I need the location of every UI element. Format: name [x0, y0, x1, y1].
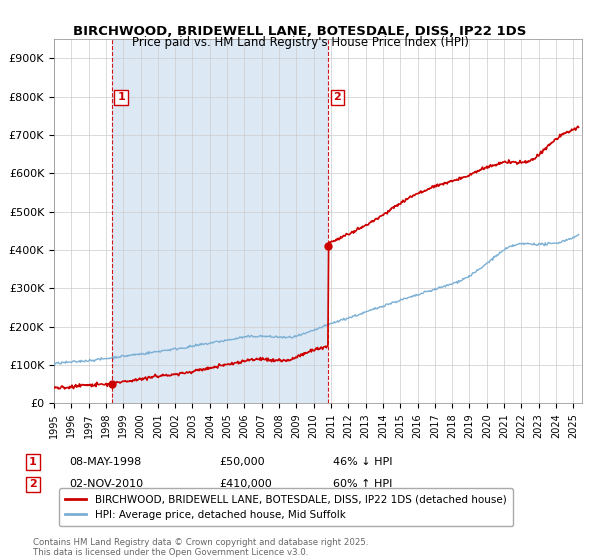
Text: 60% ↑ HPI: 60% ↑ HPI — [333, 479, 392, 489]
Text: Price paid vs. HM Land Registry's House Price Index (HPI): Price paid vs. HM Land Registry's House … — [131, 36, 469, 49]
Text: £410,000: £410,000 — [219, 479, 272, 489]
Bar — [112, 39, 328, 403]
Text: 2: 2 — [29, 479, 37, 489]
Text: 08-MAY-1998: 08-MAY-1998 — [69, 457, 141, 467]
Text: BIRCHWOOD, BRIDEWELL LANE, BOTESDALE, DISS, IP22 1DS: BIRCHWOOD, BRIDEWELL LANE, BOTESDALE, DI… — [73, 25, 527, 38]
Text: £50,000: £50,000 — [219, 457, 265, 467]
Text: 02-NOV-2010: 02-NOV-2010 — [69, 479, 143, 489]
Text: Contains HM Land Registry data © Crown copyright and database right 2025.
This d: Contains HM Land Registry data © Crown c… — [33, 538, 368, 557]
Text: 1: 1 — [29, 457, 37, 467]
Legend: BIRCHWOOD, BRIDEWELL LANE, BOTESDALE, DISS, IP22 1DS (detached house), HPI: Aver: BIRCHWOOD, BRIDEWELL LANE, BOTESDALE, DI… — [59, 488, 512, 526]
Text: 2: 2 — [334, 92, 341, 102]
Text: 1: 1 — [117, 92, 125, 102]
Text: 46% ↓ HPI: 46% ↓ HPI — [333, 457, 392, 467]
